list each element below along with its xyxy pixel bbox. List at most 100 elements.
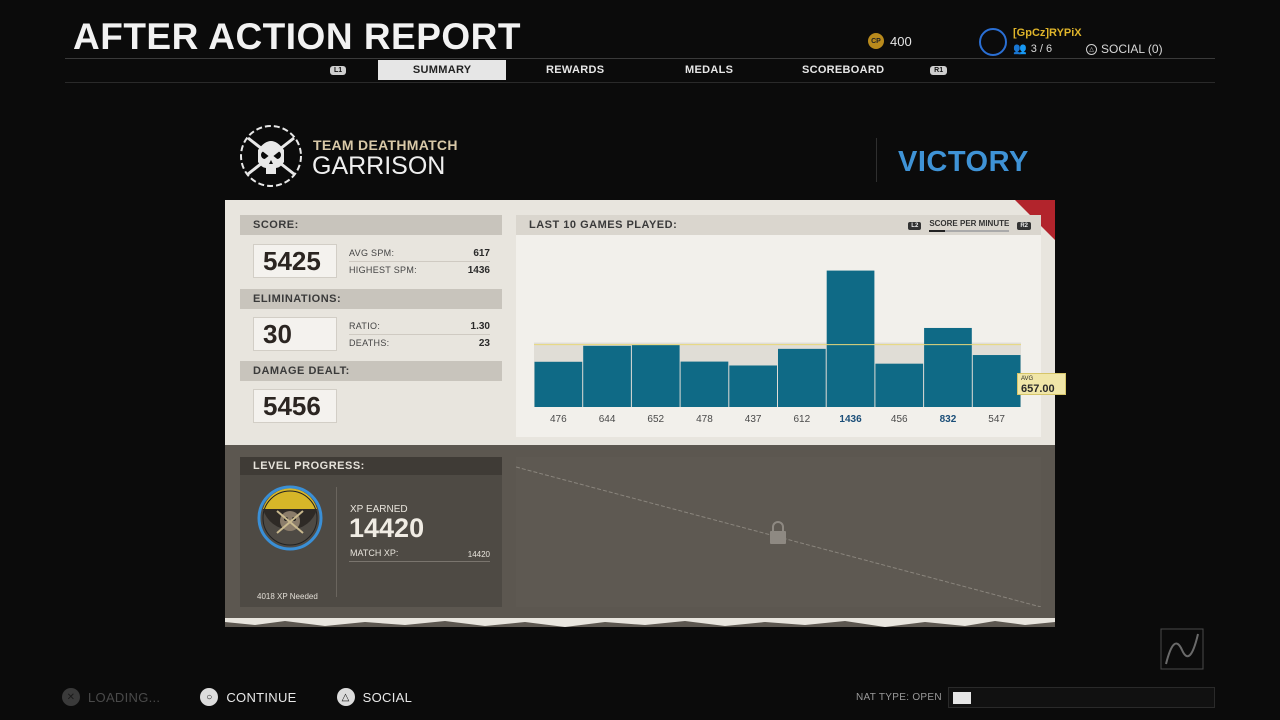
chart-bar-label: 437 [745,414,762,425]
torn-paper-edge [225,618,1055,627]
party-count-value: 3 / 6 [1030,42,1053,55]
l1-bumper-icon[interactable]: L1 [330,65,347,75]
chart-bar-label: 832 [940,414,957,425]
chart-bar-label: 476 [550,414,567,425]
chart-bar-label: 644 [599,414,616,425]
score-value: 5425 [253,244,337,278]
match-xp-label: MATCH XP: [350,548,399,558]
avg-spm-label: AVG SPM: [349,248,395,258]
chart-bar-label: 456 [891,414,908,425]
last-games-panel: LAST 10 GAMES PLAYED: L2 SCORE PER MINUT… [516,215,1041,437]
chart-bar-label: 652 [647,414,664,425]
cod-points[interactable]: CP 400 [868,33,912,49]
match-result: VICTORY [898,146,1029,178]
lock-icon [770,521,786,544]
locked-reward-panel [516,457,1041,607]
party-count: 👥 3 / 6 [1013,42,1053,56]
cross-button-icon: ✕ [62,688,80,706]
player-name: [GpCz]RYPiX [1013,27,1082,39]
damage-value: 5456 [253,389,337,423]
chart-bar[interactable] [729,365,777,407]
ratio-value: 1.30 [470,321,490,332]
triangle-button-icon: △ [1086,43,1097,55]
triangle-button-icon: △ [336,688,355,706]
r2-bumper-icon[interactable]: R2 [1017,221,1031,230]
score-heading: SCORE: [240,215,502,235]
average-label: AVG [1021,376,1034,382]
publisher-logo-icon [1160,628,1204,670]
level-progress-panel: LEVEL PROGRESS: 4018 XP Needed XP EARNED… [240,457,502,607]
avatar[interactable] [979,28,1007,56]
nat-type: NAT TYPE: OPEN [856,692,942,703]
chart-bar[interactable] [924,327,972,407]
page-title: AFTER ACTION REPORT [73,16,522,57]
chart-bar[interactable] [875,363,924,407]
social-label: SOCIAL [362,689,413,705]
xp-earned-value: 14420 [349,513,425,543]
continue-button[interactable]: ○ CONTINUE [200,688,296,706]
social-header-button[interactable]: △ SOCIAL (0) [1086,42,1163,56]
chart-bar-label: 478 [696,414,713,425]
chart-bar[interactable] [680,361,729,407]
avg-spm-value: 617 [473,248,490,259]
tab-summary[interactable]: SUMMARY [378,60,507,80]
score-rule [349,261,490,262]
continue-label: CONTINUE [226,689,297,705]
chart-bar[interactable] [583,345,631,407]
tab-rewards[interactable]: REWARDS [546,64,605,76]
party-icon: 👥 [1013,43,1027,55]
social-header-label: SOCIAL (0) [1101,42,1163,56]
ratio-label: RATIO: [349,321,381,331]
skull-emblem-icon [240,125,302,187]
circle-button-icon: ○ [200,688,219,706]
loading-indicator: ✕ LOADING... [62,688,160,706]
level-divider [336,487,337,597]
xp-earned-label: XP EARNED [350,504,408,515]
chart-bar-label: 547 [988,414,1005,425]
game-mode: TEAM DEATHMATCH [313,137,458,153]
chart-bar-label: 612 [794,414,811,425]
last-games-heading: LAST 10 GAMES PLAYED: [516,215,1041,235]
match-xp-value: 14420 [467,550,490,559]
loading-label: LOADING... [88,689,161,705]
chart-bar[interactable] [972,355,1021,407]
chart-bar[interactable] [826,270,875,407]
map-name: GARRISON [312,152,446,180]
chart-bar[interactable] [631,345,680,407]
chart-toggle[interactable]: L2 SCORE PER MINUTE R2 [908,219,1031,232]
highest-spm-label: HIGHEST SPM: [349,265,417,275]
average-value: 657.00 [1021,383,1055,395]
score-per-minute-toggle[interactable]: SCORE PER MINUTE [929,219,1010,232]
level-progress-heading: LEVEL PROGRESS: [240,457,502,475]
deaths-value: 23 [478,338,490,349]
xp-needed: 4018 XP Needed [257,592,318,601]
result-divider [876,138,877,182]
social-button[interactable]: △ SOCIAL [336,688,413,706]
tab-scoreboard[interactable]: SCOREBOARD [801,64,885,76]
cod-points-icon: CP [868,33,884,49]
chart-bar[interactable] [778,348,826,407]
chart-bar[interactable] [534,361,583,407]
header-divider [65,58,1215,59]
cod-points-value: 400 [890,33,912,49]
tab-bar: L1 SUMMARY REWARDS MEDALS SCOREBOARD R1 [330,60,948,80]
r1-bumper-icon[interactable]: R1 [930,65,948,75]
rank-emblem-icon [257,485,323,551]
tab-medals[interactable]: MEDALS [685,64,734,76]
eliminations-value: 30 [253,317,337,351]
damage-heading: DAMAGE DEALT: [240,361,502,381]
match-xp-rule [349,561,490,562]
tabs-divider [65,82,1215,83]
eliminations-heading: ELIMINATIONS: [240,289,502,309]
highest-spm-value: 1436 [467,265,490,276]
deaths-label: DEATHS: [349,338,390,348]
l2-bumper-icon[interactable]: L2 [908,221,922,230]
chat-cursor [953,692,971,704]
chat-input[interactable] [948,687,1215,708]
footer-controls: ✕ LOADING... ○ CONTINUE △ SOCIAL [62,688,452,706]
spm-bar-chart: 476 644 652 478 437 612 1436 456 832 547 [534,270,1021,425]
chart-bar-label: 1436 [839,414,862,425]
eliminations-rule [349,334,490,335]
stats-column: SCORE: 5425 AVG SPM: 617 HIGHEST SPM: 14… [240,215,502,437]
average-tag: AVG 657.00 [1017,373,1066,395]
